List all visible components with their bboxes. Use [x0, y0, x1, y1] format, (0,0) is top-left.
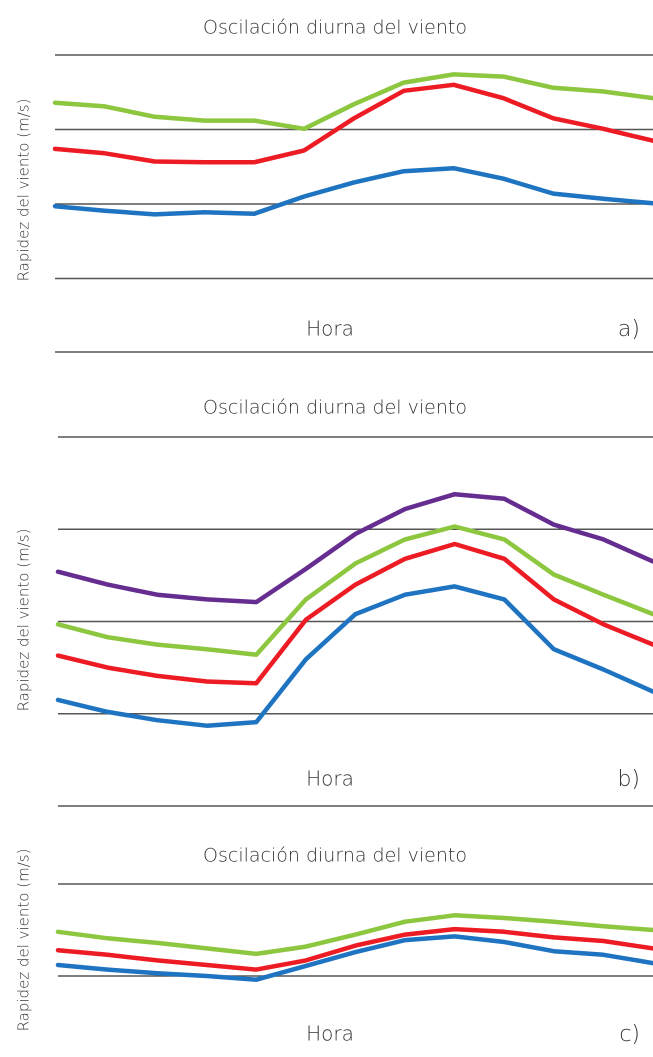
- chart-title: Oscilación diurna del viento: [203, 17, 467, 39]
- y-axis-label: Rapidez del viento (m/s): [15, 99, 33, 282]
- data-line: [55, 913, 653, 957]
- data-line: [55, 926, 653, 972]
- x-axis-label: Hora: [306, 317, 354, 341]
- y-axis-label: Rapidez del viento (m/s): [15, 529, 33, 712]
- data-line: [55, 584, 653, 728]
- panel-label: b): [617, 767, 640, 792]
- data-line: [55, 491, 653, 605]
- panel-label: a): [618, 317, 640, 342]
- data-line: [55, 524, 653, 657]
- x-axis-label: Hora: [306, 767, 354, 791]
- chart-title: Oscilación diurna del viento: [203, 397, 467, 419]
- data-line: [55, 541, 653, 686]
- data-line: [52, 82, 653, 165]
- chart-title: Oscilación diurna del viento: [203, 845, 467, 867]
- data-line: [52, 165, 653, 217]
- x-axis-label: Hora: [306, 1022, 354, 1046]
- y-axis-label: Rapidez del viento (m/s): [15, 849, 33, 1032]
- data-line: [52, 72, 653, 132]
- data-line: [55, 934, 653, 982]
- panel-label: c): [619, 1022, 640, 1047]
